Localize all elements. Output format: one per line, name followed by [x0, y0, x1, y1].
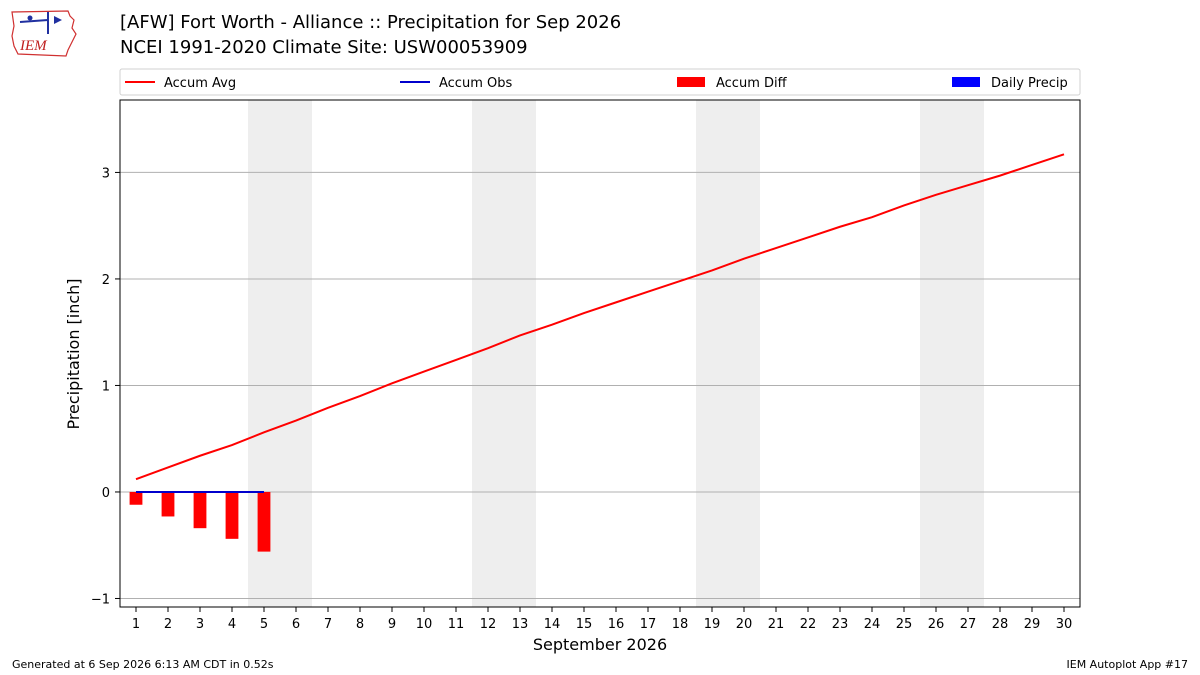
logo-text: IEM — [19, 38, 48, 54]
chart-title: [AFW] Fort Worth - Alliance :: Precipita… — [120, 12, 622, 33]
x-tick-label: 8 — [356, 617, 364, 632]
x-tick-label: 9 — [388, 617, 396, 632]
x-tick-label: 2 — [164, 617, 172, 632]
accum-diff-bar — [257, 491, 271, 552]
x-tick-label: 17 — [640, 617, 657, 632]
x-tick-label: 14 — [544, 617, 561, 632]
x-tick-label: 29 — [1024, 617, 1041, 632]
x-tick-label: 15 — [576, 617, 593, 632]
y-axis-ticks: −1 0 1 2 3 — [91, 166, 120, 607]
x-tick-label: 6 — [292, 617, 300, 632]
weekend-shading — [248, 100, 984, 607]
x-tick-label: 11 — [448, 617, 465, 632]
x-tick-label: 4 — [228, 617, 236, 632]
y-tick-label: 3 — [102, 166, 110, 181]
x-tick-label: 22 — [800, 617, 817, 632]
legend: Accum Avg Accum Obs Accum Diff Daily Precip — [119, 68, 1081, 96]
x-tick-label: 27 — [960, 617, 977, 632]
x-tick-label: 1 — [132, 617, 140, 632]
x-tick-label: 24 — [864, 617, 881, 632]
weekend-band — [696, 100, 760, 607]
accum-diff-bars — [129, 491, 271, 552]
legend-box — [119, 68, 1081, 96]
x-tick-label: 19 — [704, 617, 721, 632]
x-tick-label: 20 — [736, 617, 753, 632]
app-credit: IEM Autoplot App #17 — [1066, 658, 1189, 671]
plot-frame — [119, 99, 1081, 608]
x-tick-label: 25 — [896, 617, 913, 632]
x-tick-label: 16 — [608, 617, 625, 632]
x-tick-label: 12 — [480, 617, 497, 632]
x-tick-label: 7 — [324, 617, 332, 632]
weekend-band — [248, 100, 312, 607]
legend-swatch — [952, 77, 980, 87]
y-tick-label: 2 — [102, 273, 110, 288]
chart-subtitle: NCEI 1991-2020 Climate Site: USW00053909 — [120, 37, 528, 58]
x-tick-label: 5 — [260, 617, 268, 632]
accum-diff-bar — [161, 491, 175, 517]
accum-diff-bar — [129, 491, 143, 505]
x-tick-label: 23 — [832, 617, 849, 632]
legend-label: Accum Diff — [716, 76, 788, 91]
x-axis-label: September 2026 — [533, 635, 667, 654]
x-tick-label: 3 — [196, 617, 204, 632]
y-axis-label: Precipitation [inch] — [64, 278, 83, 429]
x-tick-label: 18 — [672, 617, 689, 632]
x-tick-label: 30 — [1056, 617, 1073, 632]
generated-timestamp: Generated at 6 Sep 2026 6:13 AM CDT in 0… — [12, 658, 274, 671]
x-tick-label: 10 — [416, 617, 433, 632]
x-tick-label: 28 — [992, 617, 1009, 632]
accum-avg-line — [135, 153, 1065, 481]
x-tick-label: 26 — [928, 617, 945, 632]
accum-diff-bar — [193, 491, 207, 529]
y-tick-label: 0 — [102, 486, 110, 501]
legend-label: Daily Precip — [991, 76, 1068, 91]
x-tick-label: 21 — [768, 617, 785, 632]
legend-label: Accum Obs — [439, 76, 512, 91]
y-tick-label: 1 — [102, 379, 110, 394]
weekend-band — [472, 100, 536, 607]
legend-swatch — [677, 77, 705, 87]
series-lines — [135, 153, 1065, 493]
y-tick-label: −1 — [91, 592, 110, 607]
legend-label: Accum Avg — [164, 76, 236, 91]
iem-logo: IEM — [11, 10, 77, 57]
x-axis-ticks: 1 2 3 4 5 6 7 8 9 10 11 12 13 14 15 16 17 18 19 20 21 22 23 24 2… — [132, 607, 1072, 632]
accum-diff-bar — [225, 491, 239, 539]
weekend-band — [920, 100, 984, 607]
gridlines — [120, 171, 1080, 599]
x-tick-label: 13 — [512, 617, 529, 632]
